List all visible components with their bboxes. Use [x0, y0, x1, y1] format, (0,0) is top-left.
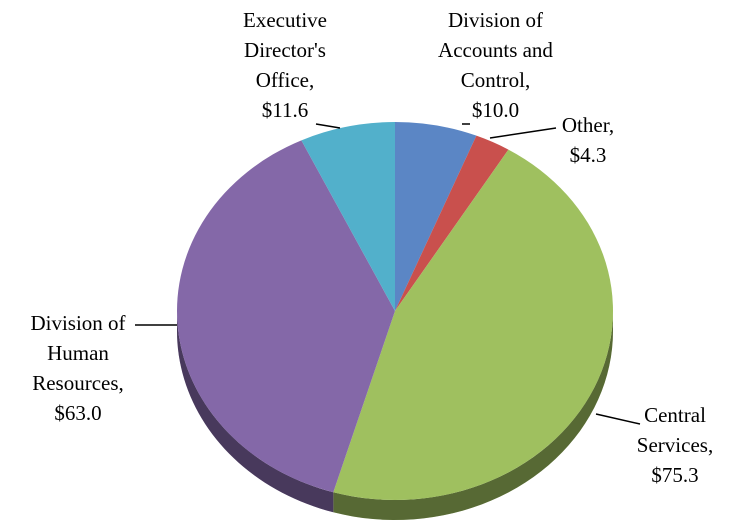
slice: [395, 135, 509, 311]
data-label: Division of Accounts and Control, $10.0: [418, 5, 573, 125]
slice: [177, 140, 395, 493]
category-label: Central Services,: [636, 403, 714, 457]
slice: [301, 122, 395, 311]
category-label: Division of Accounts and Control,: [438, 8, 553, 92]
slice: [333, 149, 613, 500]
slice-side: [333, 311, 613, 520]
category-label: Executive Director's Office,: [243, 8, 327, 92]
slice-side: [177, 311, 334, 513]
leader-line: [315, 123, 341, 129]
slice: [395, 122, 477, 311]
data-label: Central Services, $75.3: [615, 400, 733, 490]
slice-side-shade: [177, 311, 334, 513]
value-label: $75.3: [651, 463, 699, 487]
value-label: $63.0: [54, 401, 102, 425]
slice-side-shade: [333, 311, 613, 520]
value-label: $10.0: [471, 98, 520, 122]
data-label: Other, $4.3: [548, 110, 628, 170]
data-label: Division of Human Resources, $63.0: [8, 308, 148, 428]
category-label: Other,: [561, 113, 615, 137]
value-label: $11.6: [261, 98, 309, 122]
leader-line: [489, 127, 557, 139]
value-label: $4.3: [569, 143, 607, 167]
data-label: Executive Director's Office, $11.6: [220, 5, 350, 125]
category-label: Division of Human Resources,: [30, 311, 126, 395]
leader-line: [595, 413, 641, 425]
